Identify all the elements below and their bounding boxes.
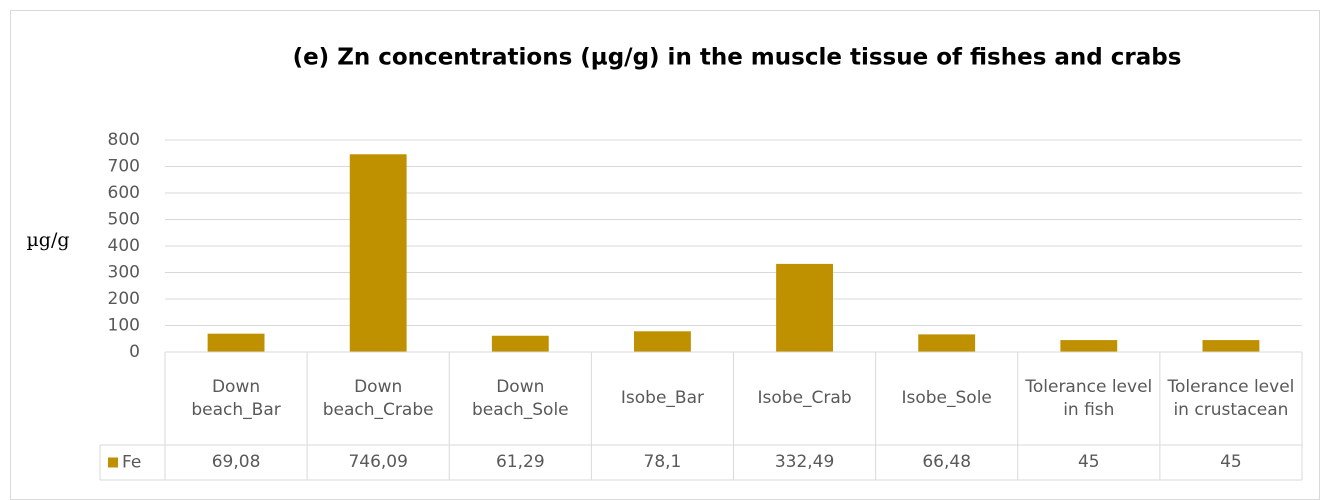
value-cell: 45 [1077,452,1100,472]
category-cell: Isobe_Sole [901,388,992,408]
bar [918,334,976,352]
value-cell: 66,48 [922,452,972,472]
category-cell: Down beach_Bar [191,376,281,420]
bar [491,335,549,352]
bar [1202,340,1260,352]
value-cell: 332,49 [774,452,835,472]
y-tick-label: 600 [108,183,140,203]
y-tick-label: 800 [108,130,140,150]
category-cell: Down beach_Crabe [322,376,434,420]
category-cell: Isobe_Crab [757,388,852,408]
category-cell: Down beach_Sole [471,376,569,420]
bar [1060,340,1118,352]
bar [349,154,407,352]
bar [634,331,691,352]
y-tick-label: 400 [108,236,140,256]
value-cell: 61,29 [495,452,545,472]
category-cell: Tolerance level in crustacean [1167,376,1295,420]
y-tick-label: 300 [108,263,140,283]
y-tick-label: 700 [108,157,140,177]
bar [776,263,833,352]
y-tick-label: 0 [129,342,140,362]
legend-label: Fe [122,453,141,473]
legend-swatch [108,457,118,468]
y-tick-label: 500 [108,210,140,230]
value-cell: 69,08 [211,452,261,472]
value-cell: 78,1 [643,452,682,472]
y-tick-label: 200 [108,289,140,309]
y-tick-label: 100 [108,316,140,336]
chart-title: (e) Zn concentrations (µg/g) in the musc… [293,45,1182,71]
category-cell: Tolerance level in fish [1025,376,1153,420]
category-cell: Isobe_Bar [620,388,704,408]
bar [207,333,265,352]
value-cell: 45 [1220,452,1242,472]
value-cell: 746,09 [348,452,408,472]
y-axis-label: µg/g [26,229,69,251]
